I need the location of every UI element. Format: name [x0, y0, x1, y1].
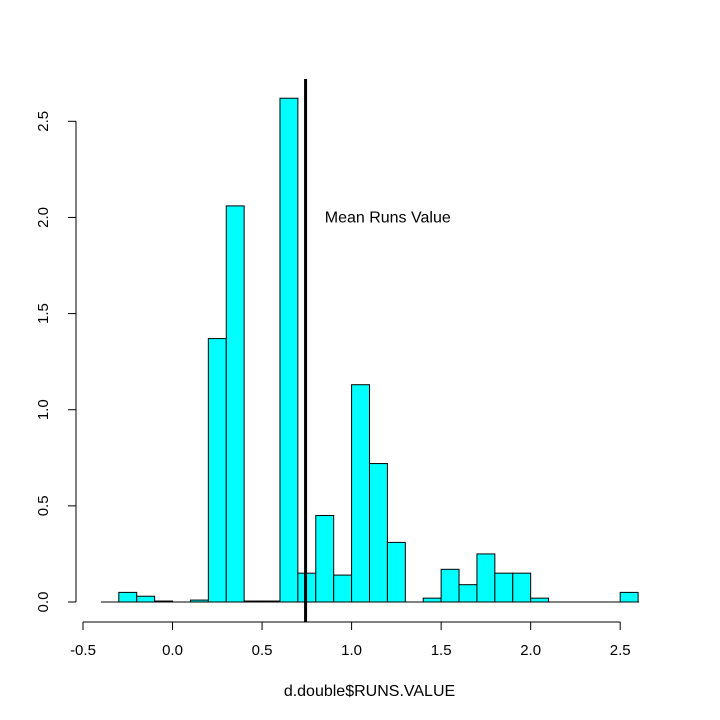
x-axis: -0.5 0.0 0.5 1.0 1.5 2.0 2.5 — [70, 621, 631, 659]
histogram-bar — [351, 384, 370, 603]
x-tick-label: 2.5 — [610, 642, 631, 659]
y-tick-label: 0.5 — [35, 495, 52, 516]
histogram-bar — [422, 597, 442, 603]
histogram-bar — [118, 591, 138, 603]
y-tick-label: 1.0 — [35, 399, 52, 420]
x-tick-label: 2.0 — [520, 642, 541, 659]
x-tick-label: 0.0 — [162, 642, 183, 659]
y-axis: 0.0 0.5 1.0 1.5 2.0 2.5 — [35, 111, 77, 613]
histogram-bar — [386, 541, 406, 603]
histogram-bar — [458, 584, 478, 603]
histogram-bar — [207, 338, 227, 603]
x-axis-ticks: -0.5 0.0 0.5 1.0 1.5 2.0 2.5 — [70, 622, 631, 659]
histogram-bar — [333, 574, 353, 603]
y-axis-ticks: 0.0 0.5 1.0 1.5 2.0 2.5 — [35, 111, 76, 613]
histogram-bar — [225, 205, 245, 603]
mean-runs-value-annotation: Mean Runs Value — [325, 209, 451, 226]
histogram-bar — [279, 97, 299, 603]
histogram-bars — [118, 97, 639, 603]
histogram-bar — [369, 463, 388, 603]
x-axis-label: d.double$RUNS.VALUE — [284, 683, 455, 700]
y-tick-label: 2.0 — [35, 207, 52, 228]
histogram-bar — [619, 591, 639, 603]
x-tick-label: 1.5 — [431, 642, 452, 659]
histogram-bar — [512, 572, 532, 603]
x-tick-label: -0.5 — [70, 642, 96, 659]
y-tick-label: 0.0 — [35, 592, 52, 613]
histogram-bar — [476, 553, 496, 603]
histogram-bar — [530, 597, 550, 603]
y-tick-label: 1.5 — [35, 303, 52, 324]
histogram-bar — [440, 568, 460, 603]
histogram-bar — [136, 595, 156, 603]
y-tick-label: 2.5 — [35, 111, 52, 132]
x-tick-label: 0.5 — [252, 642, 273, 659]
histogram-bar — [315, 514, 335, 603]
histogram-bar — [494, 572, 514, 603]
x-tick-label: 1.0 — [341, 642, 362, 659]
